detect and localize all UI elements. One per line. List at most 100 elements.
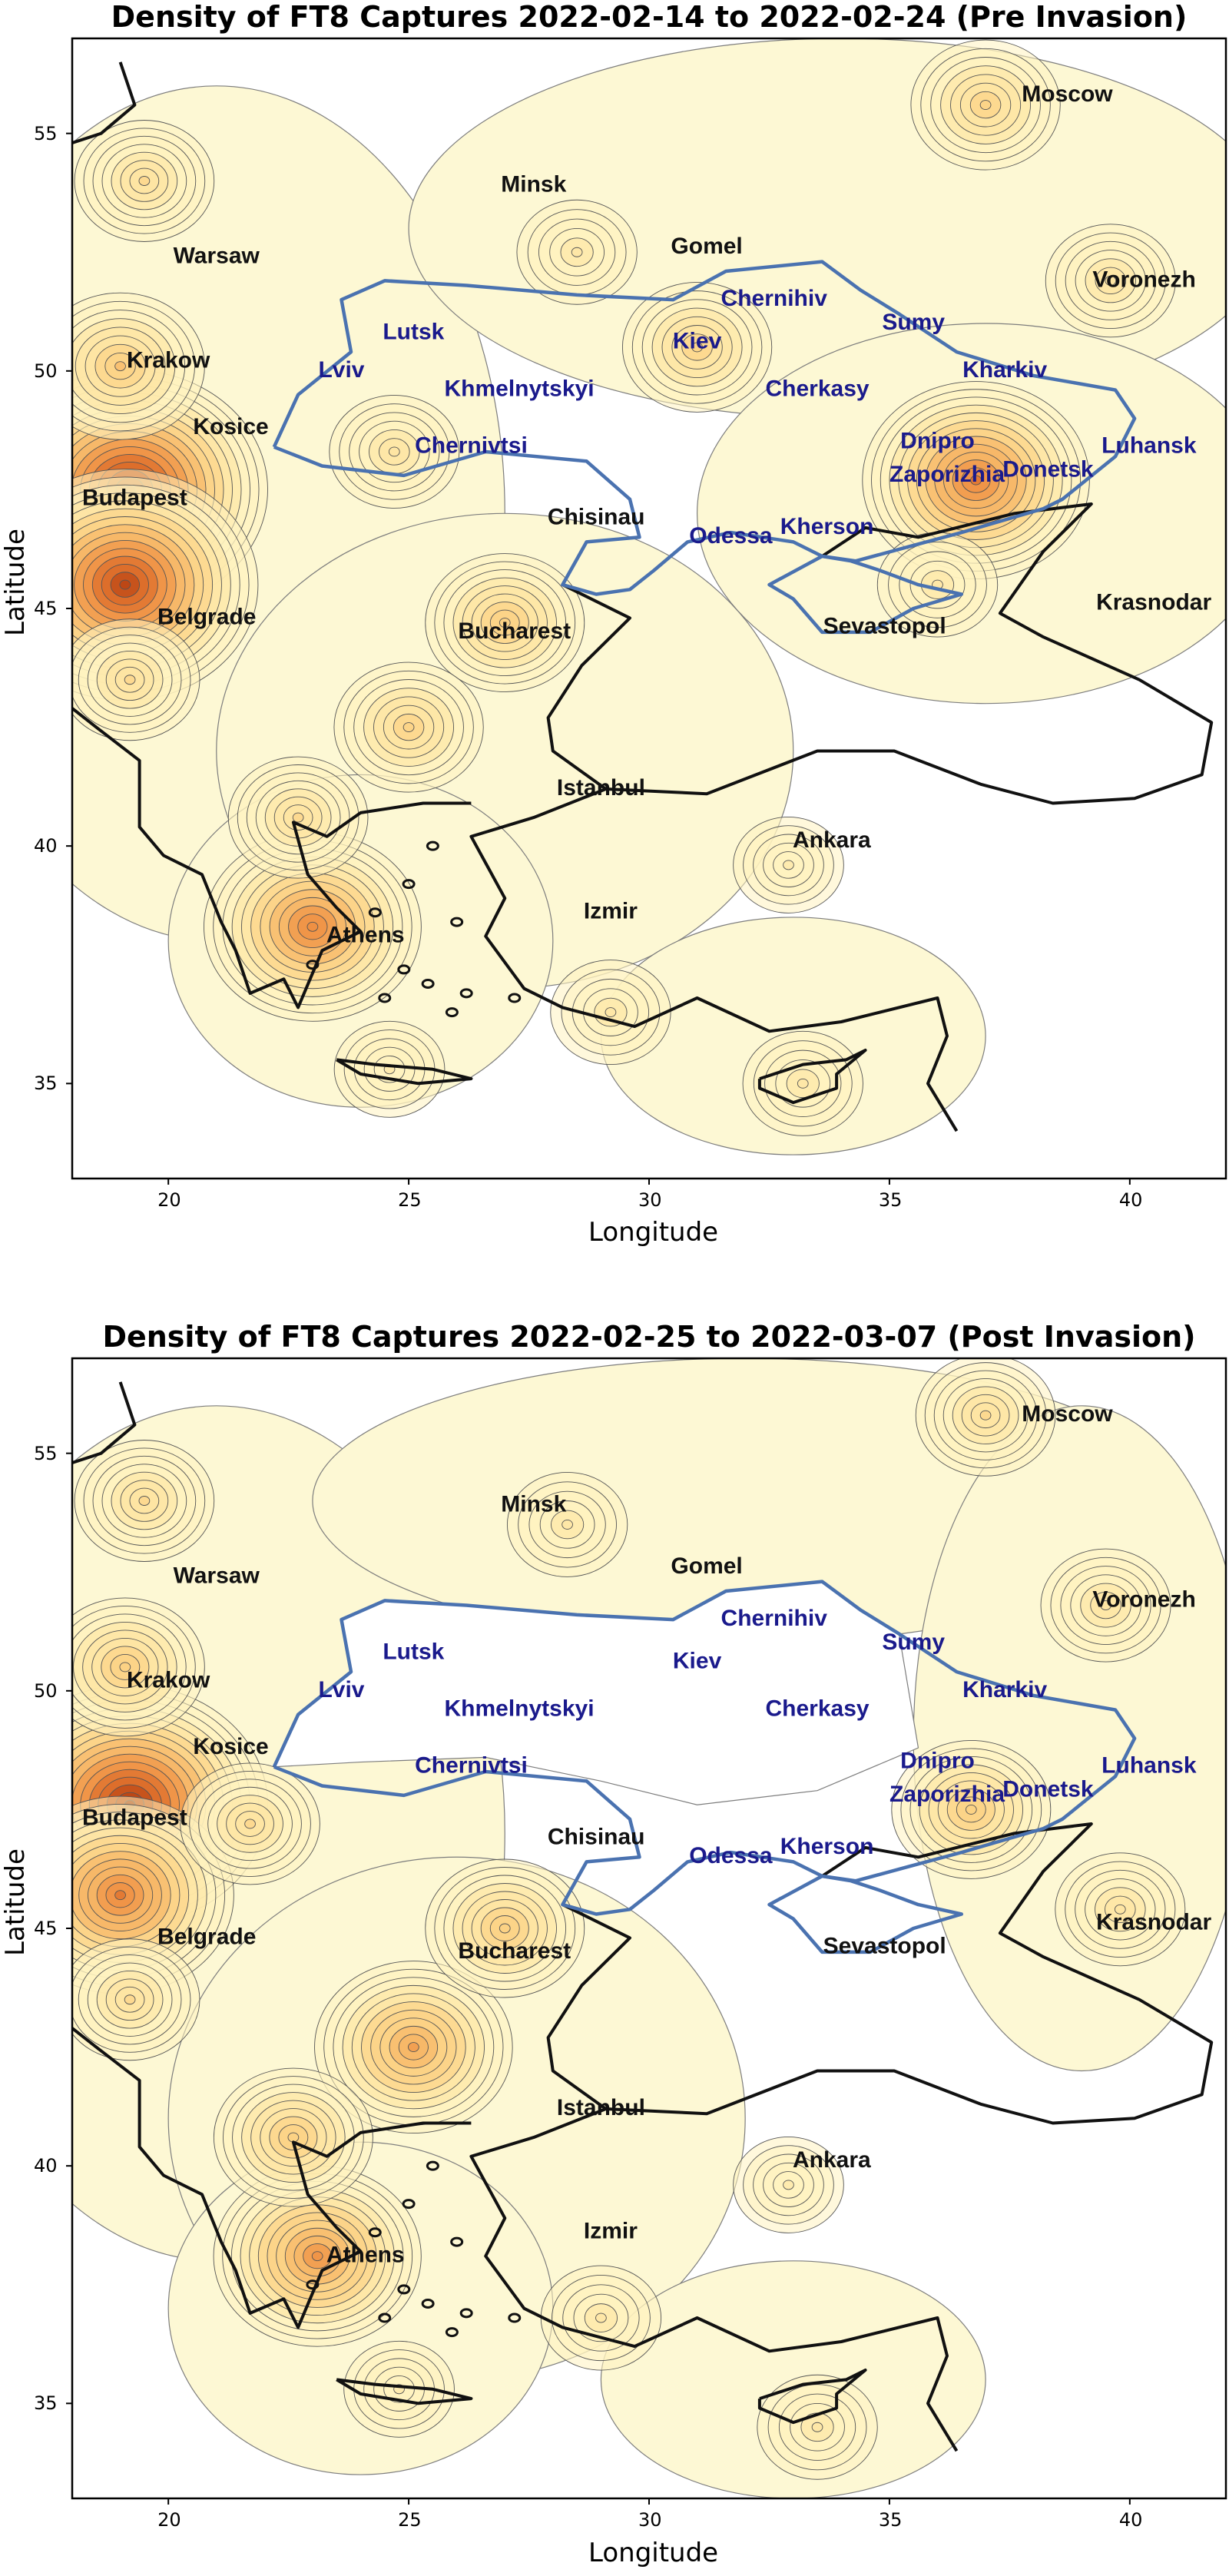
x-tick-label: 25 [398,1189,422,1211]
city-label: Chernivtsi [415,1753,528,1779]
density-peak [329,395,460,509]
city-label: Voronezh [1092,1586,1195,1612]
island-outline [397,2284,411,2295]
city-label: Cherkasy [765,1696,869,1721]
city-label: Minsk [501,1492,566,1517]
city-label: Izmir [584,899,638,924]
density-peak [72,292,205,440]
city-label: Chernivtsi [415,433,528,459]
x-tick-label: 35 [878,1189,903,1211]
city-label: Luhansk [1101,1753,1197,1779]
city-label: Warsaw [174,243,260,268]
density-peak [72,618,200,741]
density-map: Moscow Minsk Gomel Warsaw Voronezh Krakow Kosi… [66,37,1227,1185]
island-outline [306,2279,320,2290]
plot-area: Moscow Minsk Gomel Warsaw Voronezh Krakow Kosi… [72,38,1226,1179]
density-peak [1040,1548,1171,1663]
density-peak [621,281,773,413]
map-panel-post-invasion: Density of FT8 Captures 2022-02-25 to 20… [0,1320,1229,2576]
city-label: Krakow [127,1667,210,1692]
y-tick-label: 40 [34,835,58,857]
city-label: Dnipro [900,429,975,454]
density-peak [213,2067,373,2207]
density-peak [333,1020,446,1118]
island-outline [445,1007,459,1018]
island-outline [459,988,473,999]
island-outline [378,993,392,1003]
city-label: Budapest [82,1805,187,1831]
plot-area: Moscow Minsk Gomel Warsaw Voronezh Krakow Kosi… [72,1358,1226,2498]
city-label: Zaporizhia [889,462,1005,487]
city-label: Izmir [584,2219,638,2244]
chart-title: Density of FT8 Captures 2022-02-25 to 20… [102,1320,1196,1354]
density-peak [343,2340,455,2438]
density-peak [506,1471,628,1577]
island-outline [508,2312,522,2323]
city-label: Warsaw [174,1563,260,1588]
density-map: Moscow Minsk Gomel Warsaw Voronezh Krakow Kosi… [66,1357,1227,2505]
coastline [72,1381,137,1464]
coastline [546,1822,1214,2125]
city-labels: Moscow Minsk Gomel Warsaw Voronezh Krakow Kosi… [82,81,1211,947]
city-label: Chernihiv [721,286,828,311]
coastline [72,61,137,144]
x-tick-label: 30 [638,1189,662,1211]
island-outline [402,879,416,890]
y-tick-label: 50 [34,360,58,382]
island-outline [368,2227,382,2238]
x-tick-label: 40 [1118,2509,1143,2531]
city-label: Krasnodar [1096,590,1211,615]
city-label: Khmelnytskyi [444,1696,594,1721]
city-label: Lutsk [383,319,444,344]
island-outline [421,978,435,989]
density-peak [425,553,585,692]
ukraine-border [272,1580,1137,1916]
city-label: Zaporizhia [889,1782,1005,1807]
city-label: Chisinau [548,1824,645,1849]
x-tick-label: 20 [157,1189,181,1211]
city-label: Belgrade [157,1924,256,1949]
density-peak [74,120,215,242]
density-peak [425,1858,585,1998]
density-peak [516,199,638,305]
island-outline [421,2298,435,2309]
y-tick-label: 50 [34,1679,58,1702]
coastline [546,502,1214,805]
city-label: Lviv [318,357,364,383]
city-label: Cherkasy [765,376,869,401]
city-label: Kherson [780,1834,874,1859]
density-peak [72,1597,205,1737]
city-label: Bucharest [458,1938,571,1964]
coastline [336,1058,473,1086]
city-label: Istanbul [557,2095,645,2120]
y-tick-label: 55 [34,122,58,144]
city-label: Kherson [780,514,874,539]
city-label: Lutsk [383,1639,444,1664]
city-label: Belgrade [157,604,256,629]
city-label: Kiev [673,1649,722,1674]
x-tick-label: 25 [398,2509,422,2531]
city-label: Sevastopol [823,614,946,639]
city-label: Kiev [673,329,722,354]
chart-title: Density of FT8 Captures 2022-02-14 to 20… [111,0,1188,34]
city-label: Chisinau [548,504,645,529]
city-label: Voronezh [1092,267,1195,292]
y-tick-label: 45 [34,1918,58,1939]
density-peak [910,39,1061,171]
density-peak [757,2374,878,2480]
x-axis-label: Longitude [588,1217,719,1248]
city-label: Krakow [127,347,210,373]
island-outline [306,960,320,970]
density-peak [540,2265,662,2371]
island-outline [459,2308,473,2319]
density-peak [333,661,484,793]
coastline [336,2378,473,2405]
island-outline [450,917,464,927]
city-label: Dnipro [900,1749,975,1774]
city-label: Luhansk [1101,433,1197,459]
city-label: Ankara [793,2147,871,2173]
city-label: Donetsk [1002,457,1094,482]
island-outline [426,840,439,851]
city-label: Donetsk [1002,1777,1094,1802]
island-outline [378,2312,392,2323]
